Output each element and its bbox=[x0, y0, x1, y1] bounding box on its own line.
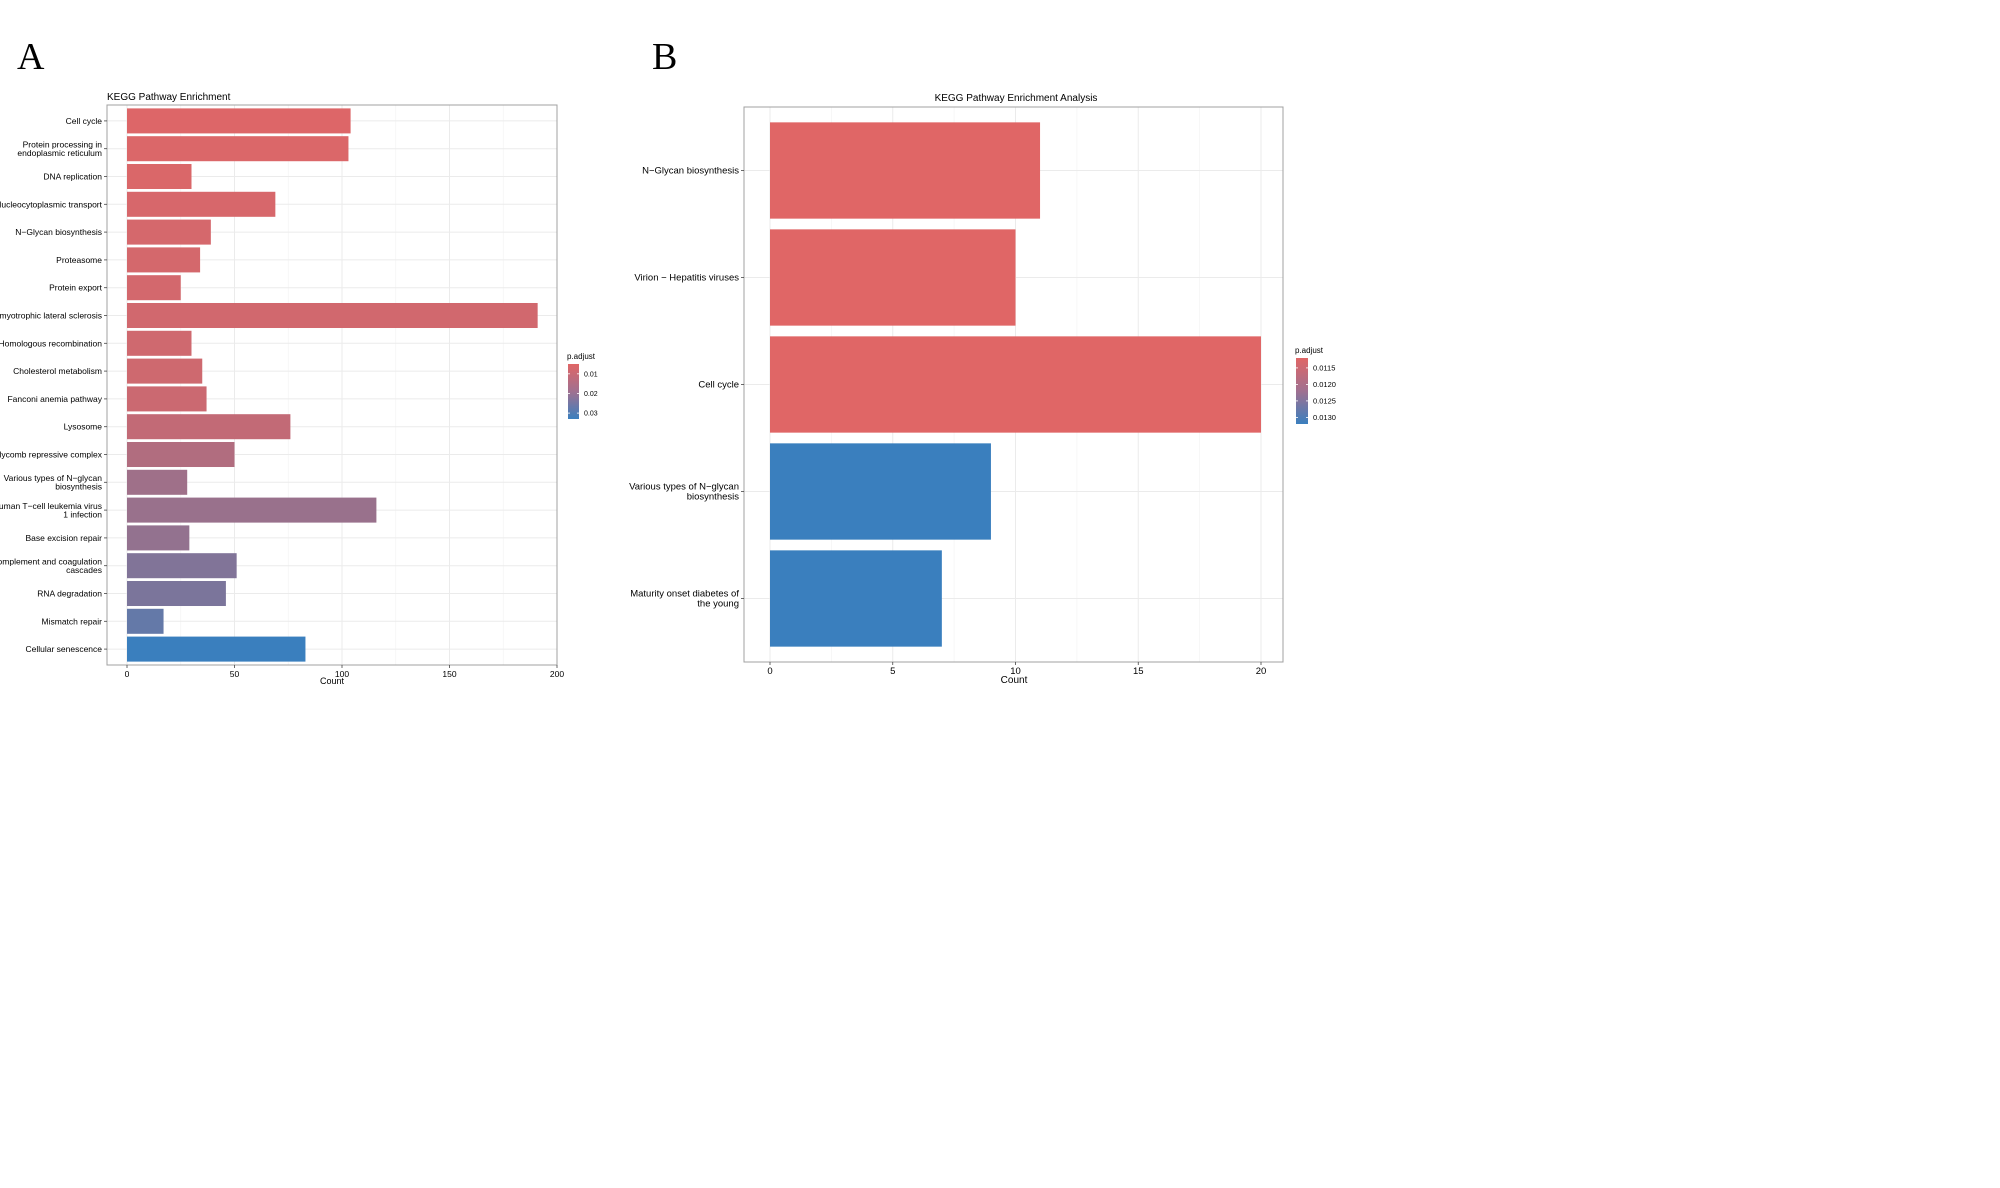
chart-a-bar bbox=[127, 275, 181, 301]
chart-a-y-tick-label: Cholesterol metabolism bbox=[13, 366, 102, 376]
chart-b-bar bbox=[770, 229, 1016, 326]
chart-a-y-tick-label: RNA degradation bbox=[37, 589, 102, 599]
chart-b-y-tick-label: Maturity onset diabetes of the young bbox=[630, 589, 739, 610]
chart-a-bar bbox=[127, 219, 211, 245]
chart-a-y-tick-label: Homologous recombination bbox=[0, 338, 102, 348]
chart-b-x-tick-label: 0 bbox=[767, 666, 772, 677]
chart-b-bar bbox=[770, 443, 991, 540]
chart-a-bar bbox=[127, 358, 203, 384]
chart-a-y-tick-label: DNA replication bbox=[43, 172, 102, 182]
chart-a-bar bbox=[127, 553, 237, 579]
chart-b-legend-label: 0.0125 bbox=[1313, 396, 1336, 405]
chart-a-bar bbox=[127, 497, 377, 523]
chart-a-y-tick-label: Mismatch repair bbox=[42, 616, 103, 626]
chart-b-y-axis: N−Glycan biosynthesis Virion − Hepatitis … bbox=[629, 166, 744, 610]
chart-a-x-axis-title: Count bbox=[320, 676, 345, 686]
chart-a-legend-label: 0.01 bbox=[584, 371, 598, 378]
chart-a-legend-colorbar bbox=[568, 364, 579, 419]
chart-b-legend-colorbar bbox=[1296, 358, 1308, 424]
chart-a-bar bbox=[127, 469, 188, 495]
chart-b-y-tick-label: Cell cycle bbox=[698, 380, 739, 391]
panel-label-b: B bbox=[652, 36, 677, 78]
chart-b-x-tick-label: 10 bbox=[1010, 666, 1021, 677]
chart-a-bar bbox=[127, 330, 192, 356]
chart-a-bar bbox=[127, 386, 207, 412]
chart-a-legend-label: 0.03 bbox=[584, 411, 598, 418]
chart-b-legend-label: 0.0130 bbox=[1313, 413, 1336, 422]
chart-a-bar bbox=[127, 414, 291, 440]
chart-b-bar bbox=[770, 122, 1041, 219]
chart-a-legend-title: p.adjust bbox=[567, 352, 596, 361]
chart-a-y-tick-label: Complement and coagulation cascades bbox=[0, 556, 102, 575]
chart-b-bars bbox=[770, 122, 1261, 647]
chart-a-y-tick-label: Amyotrophic lateral sclerosis bbox=[0, 311, 102, 321]
chart-a-y-tick-label: Protein processing in endoplasmic reticul… bbox=[17, 139, 102, 158]
chart-b-x-axis-title: Count bbox=[1001, 675, 1028, 686]
chart-a: KEGG Pathway Enrichment Cell cycle Protei… bbox=[0, 92, 598, 686]
chart-a-y-tick-label: Human T−cell leukemia virus 1 infection bbox=[0, 501, 102, 519]
chart-b-y-tick-label: Virion − Hepatitis viruses bbox=[634, 273, 739, 284]
chart-a-x-tick-label: 0 bbox=[125, 669, 130, 679]
chart-b-legend-label: 0.0115 bbox=[1313, 363, 1335, 372]
chart-a-panel-border bbox=[106, 104, 558, 666]
chart-a-bar bbox=[127, 580, 226, 607]
chart-a-y-tick-label: Cell cycle bbox=[66, 116, 103, 126]
chart-a-y-tick-label: Cellular senescence bbox=[25, 644, 102, 654]
chart-a-bar bbox=[127, 302, 538, 329]
chart-a-x-tick-label: 100 bbox=[335, 669, 349, 679]
chart-a-bar bbox=[127, 108, 351, 134]
chart-a-y-tick-label: Polycomb repressive complex bbox=[0, 450, 103, 460]
chart-b-x-axis: 0 5 10 15 20 bbox=[767, 662, 1266, 677]
chart-b-x-tick-label: 20 bbox=[1256, 666, 1267, 677]
chart-a-y-tick-label: Various types of N−glycan biosynthesis bbox=[4, 473, 103, 492]
chart-a-x-tick-label: 200 bbox=[550, 669, 564, 679]
chart-a-x-axis: 0 50 100 150 200 bbox=[125, 665, 564, 679]
chart-b-bar bbox=[770, 550, 942, 647]
chart-a-y-tick-label: Lysosome bbox=[64, 422, 103, 432]
chart-a-y-tick-label: Protein export bbox=[49, 283, 103, 293]
chart-b-legend-label: 0.0120 bbox=[1313, 380, 1336, 389]
chart-b: KEGG Pathway Enrichment Analysis N−Glyca… bbox=[629, 93, 1336, 686]
chart-a-bar bbox=[127, 136, 349, 162]
chart-b-legend: p.adjust 0.0115 0.0120 0.0125 0.0130 bbox=[1295, 346, 1336, 424]
chart-a-y-tick-label: Nucleocytoplasmic transport bbox=[0, 199, 103, 209]
chart-a-bar bbox=[127, 163, 192, 190]
chart-a-bar bbox=[127, 247, 201, 273]
chart-b-bar bbox=[770, 336, 1261, 433]
chart-a-y-tick-label: Base excision repair bbox=[25, 533, 102, 543]
chart-a-bar bbox=[127, 636, 306, 662]
chart-a-legend-label: 0.02 bbox=[584, 391, 598, 398]
chart-a-bar bbox=[127, 525, 190, 551]
chart-a-bars bbox=[127, 108, 538, 662]
chart-b-y-tick-label: N−Glycan biosynthesis bbox=[642, 166, 739, 177]
chart-a-y-axis: Cell cycle Protein processing in endoplasm… bbox=[0, 116, 107, 654]
chart-a-bar bbox=[127, 608, 164, 634]
chart-a-x-tick-label: 150 bbox=[442, 669, 456, 679]
chart-a-x-tick-label: 50 bbox=[230, 669, 240, 679]
chart-b-y-tick-label: Various types of N−glycan biosynthesis bbox=[629, 482, 739, 503]
panel-label-a: A bbox=[17, 36, 45, 78]
chart-a-y-tick-label: Proteasome bbox=[56, 255, 102, 265]
chart-b-title: KEGG Pathway Enrichment Analysis bbox=[935, 93, 1098, 104]
chart-a-legend: p.adjust 0.01 0.02 0.03 bbox=[567, 352, 598, 419]
chart-b-x-tick-label: 5 bbox=[890, 666, 895, 677]
chart-b-x-tick-label: 15 bbox=[1133, 666, 1144, 677]
chart-a-bar bbox=[127, 191, 276, 217]
chart-b-legend-title: p.adjust bbox=[1295, 346, 1324, 355]
chart-a-y-tick-label: Fanconi anemia pathway bbox=[7, 394, 102, 404]
chart-a-title: KEGG Pathway Enrichment bbox=[107, 92, 231, 103]
chart-a-bar bbox=[127, 441, 235, 468]
chart-a-y-tick-label: N−Glycan biosynthesis bbox=[15, 227, 102, 237]
